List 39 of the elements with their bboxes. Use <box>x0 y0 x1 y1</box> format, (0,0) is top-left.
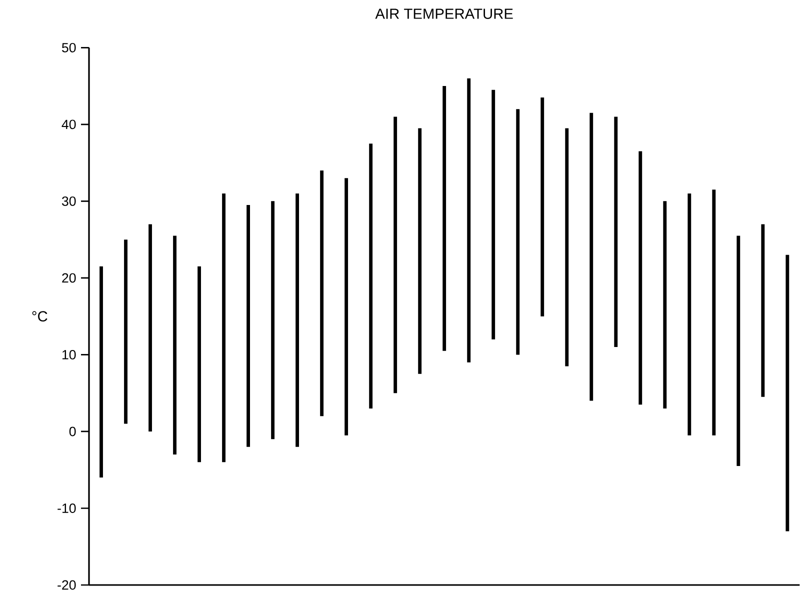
y-tick-label: 40 <box>62 120 76 130</box>
bar <box>786 254 790 532</box>
bar <box>222 194 226 462</box>
bar <box>271 201 275 440</box>
bar <box>148 224 152 432</box>
bar <box>296 194 300 447</box>
bar <box>173 236 176 455</box>
y-tick-label: 0 <box>69 426 76 436</box>
bar <box>614 116 618 348</box>
bar <box>565 128 569 366</box>
y-tick-label: 10 <box>62 350 76 360</box>
bar <box>590 112 594 401</box>
bar <box>394 116 398 394</box>
y-tick-label: 20 <box>62 273 76 283</box>
bar <box>320 170 324 416</box>
y-tick-label: 30 <box>62 196 76 206</box>
bar <box>369 144 373 408</box>
y-tick-label: -20 <box>58 580 76 590</box>
chart-title: AIR TEMPERATURE <box>375 8 513 19</box>
bar <box>540 98 544 316</box>
bar <box>736 236 740 466</box>
y-tick-label: -10 <box>58 504 76 513</box>
bar <box>663 201 667 408</box>
bar <box>198 266 201 462</box>
bar <box>492 90 496 340</box>
y-tick-label: 50 <box>62 42 76 52</box>
bar <box>638 151 642 405</box>
bar <box>467 78 471 362</box>
bar <box>712 190 716 436</box>
bar <box>516 109 520 355</box>
bar <box>246 205 250 447</box>
y-axis-title: °C <box>32 311 48 322</box>
bar <box>442 86 446 351</box>
bar <box>761 224 765 397</box>
bar <box>124 240 128 424</box>
bar <box>344 178 348 436</box>
bar <box>100 266 103 478</box>
bar <box>688 194 692 436</box>
bar <box>418 128 422 374</box>
